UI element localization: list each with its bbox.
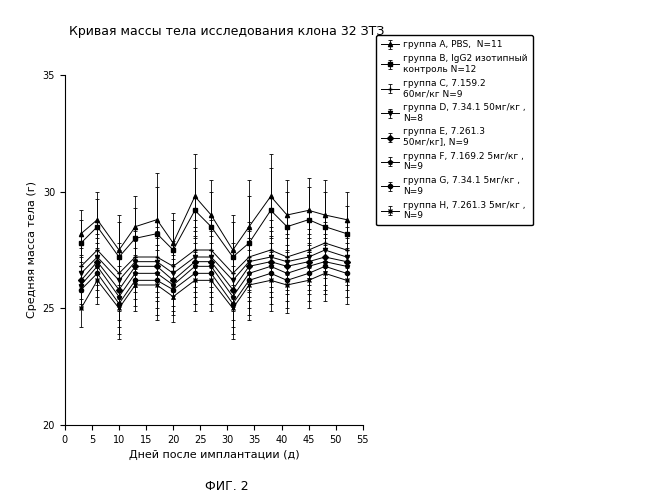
Y-axis label: Средняя масса тела (г): Средняя масса тела (г) bbox=[27, 182, 37, 318]
Legend: группа A, PBS,  N=11, группа B, IgG2 изотипный
контроль N=12, группа C, 7.159.2
: группа A, PBS, N=11, группа B, IgG2 изот… bbox=[376, 35, 533, 226]
Text: ФИГ. 2: ФИГ. 2 bbox=[205, 480, 249, 493]
Text: Кривая массы тела исследования клона 32 ЗТЗ: Кривая массы тела исследования клона 32 … bbox=[69, 25, 384, 38]
X-axis label: Дней после имплантации (д): Дней после имплантации (д) bbox=[128, 450, 299, 460]
